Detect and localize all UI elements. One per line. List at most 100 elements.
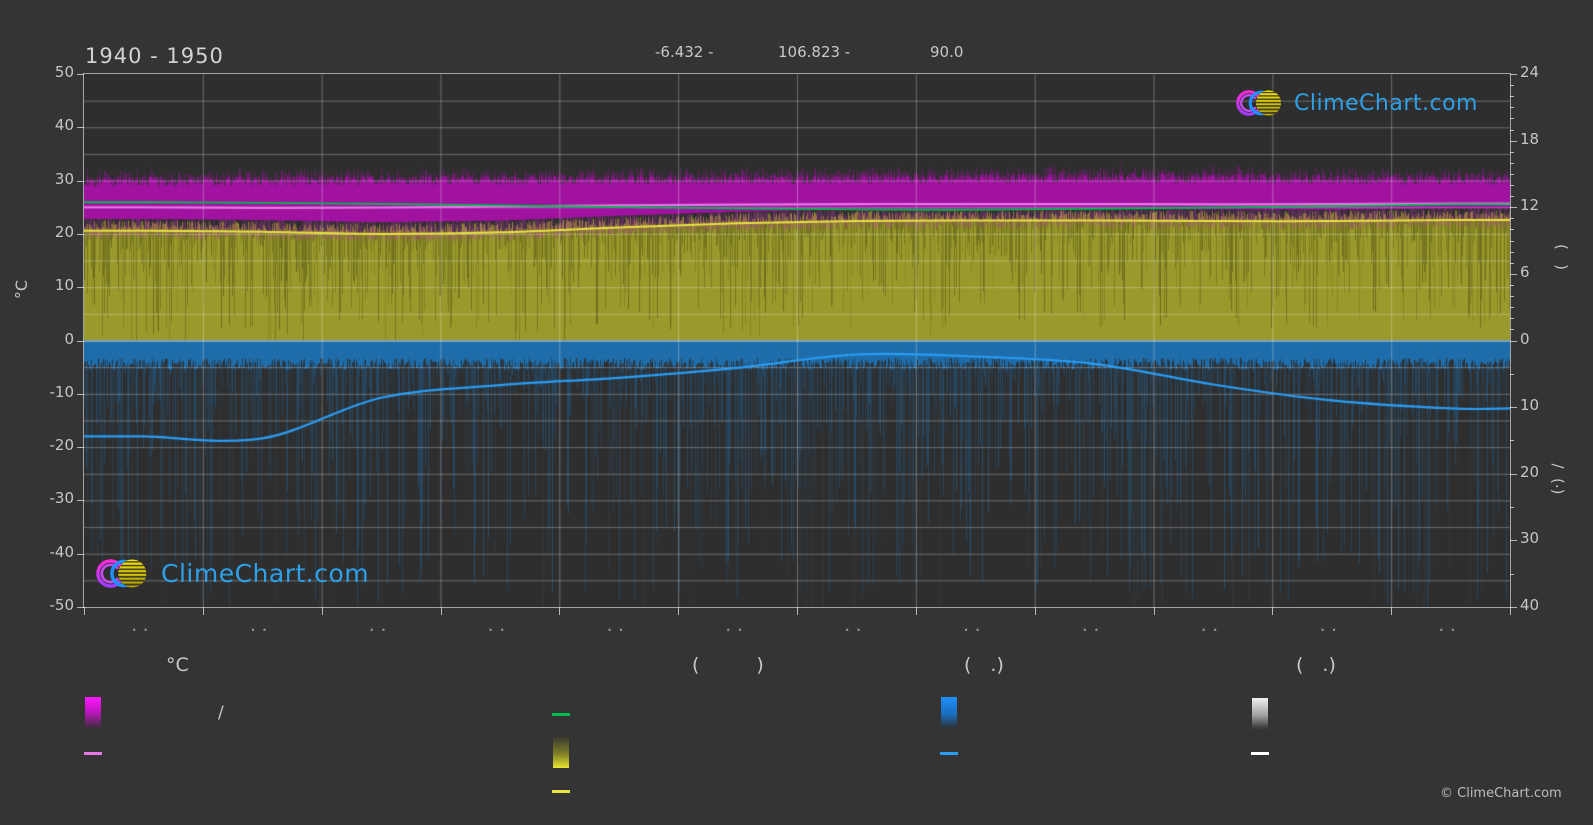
x-axis-month-label: .. [1082, 620, 1106, 634]
bottom-axis-month-tick [797, 607, 798, 615]
legend-label-max-min: / [218, 703, 224, 723]
left-axis-tick-label: 20 [54, 222, 74, 241]
right-axis-hours-tick [1510, 162, 1514, 164]
right-axis-hours-tick [1510, 96, 1514, 98]
right-axis-hours-tick [1510, 273, 1517, 275]
left-axis-tick [77, 500, 84, 502]
x-axis-month-label: .. [369, 620, 393, 634]
right-axis-mm-tick [1510, 373, 1514, 375]
right-axis-mm-tick-label: 30 [1520, 529, 1540, 548]
right-axis-hours-tick [1510, 284, 1514, 286]
right-axis-hours-tick-label: 12 [1520, 196, 1540, 215]
elevation-value: 90.0 [930, 43, 964, 61]
right-axis-hours-tick-label: 18 [1520, 129, 1540, 148]
right-axis-mm-tick [1510, 607, 1517, 608]
x-axis-month-label: .. [488, 620, 512, 634]
left-axis-tick [77, 393, 84, 395]
left-axis-tick-label: 0 [64, 329, 74, 348]
left-axis-tick-label: -20 [49, 436, 75, 455]
left-axis-tick-label: 50 [54, 63, 74, 81]
climate-chart-canvas [84, 74, 1510, 607]
bottom-axis-month-tick [1510, 607, 1511, 615]
climechart-logo-text: ClimeChart.com [1294, 90, 1478, 116]
right-axis-hours-tick [1510, 229, 1514, 231]
right-axis-mm-tick-label: 20 [1520, 462, 1540, 481]
right-axis-mm-tick [1510, 507, 1514, 509]
right-axis-hours-tick [1510, 251, 1514, 253]
bottom-axis-month-tick [1272, 607, 1274, 615]
bottom-axis-month-tick [559, 607, 561, 615]
left-axis-tick [77, 607, 84, 608]
legend-swatch-min-temp-gradient [553, 737, 569, 768]
right-axis-title-mm: (·) / [1548, 463, 1567, 495]
right-axis-hours-tick [1510, 118, 1514, 120]
bottom-axis-month-tick [678, 607, 680, 615]
right-axis-hours-tick [1510, 329, 1514, 331]
right-axis-hours-tick-label: 6 [1520, 262, 1530, 281]
legend-heading-precip-2: ( .) [1296, 654, 1336, 676]
legend-heading-temperature: °C [166, 654, 189, 676]
legend-line-snow [1251, 752, 1269, 755]
right-axis-hours-tick [1510, 318, 1514, 320]
right-axis-hours-tick [1510, 296, 1514, 298]
legend-line-daylight [552, 713, 570, 716]
left-axis-tick [77, 74, 84, 75]
right-axis-hours-tick [1510, 262, 1514, 264]
left-axis-tick-label: 40 [54, 116, 74, 135]
climechart-logo-top-right: ClimeChart.com [1236, 82, 1478, 124]
right-axis-mm-tick-label: 10 [1520, 396, 1540, 415]
left-axis-tick [77, 233, 84, 235]
right-axis-hours-tick [1510, 151, 1514, 153]
right-axis-hours-tick [1510, 307, 1514, 309]
left-axis-tick [77, 553, 84, 555]
legend-swatch-precip-gradient [941, 697, 957, 730]
left-axis-tick-label: 30 [54, 169, 74, 188]
right-axis-hours-tick-label: 24 [1520, 63, 1540, 81]
legend-line-min-temp [552, 790, 570, 793]
legend-line-precip [940, 752, 958, 755]
left-axis-tick [77, 447, 84, 449]
climechart-logo-icon [96, 559, 147, 588]
climechart-logo-icon [1236, 90, 1282, 116]
x-axis-month-label: .. [844, 620, 868, 634]
legend-line-mean-temp [84, 752, 102, 755]
right-axis-mm-tick [1510, 407, 1517, 409]
right-axis-hours-tick [1510, 196, 1514, 198]
x-axis-month-label: .. [963, 620, 987, 634]
right-axis-hours-tick [1510, 85, 1514, 87]
right-axis-hours-tick [1510, 207, 1517, 209]
right-axis-hours-tick-label: 0 [1520, 329, 1530, 348]
legend-heading-precip: ( .) [964, 654, 1004, 676]
left-axis-tick-label: -30 [49, 489, 75, 508]
left-axis-tick-label: -50 [49, 596, 75, 614]
right-axis-hours-tick [1510, 140, 1517, 142]
right-axis-title-hours: ( ) [1552, 243, 1571, 271]
x-axis-month-label: .. [607, 620, 631, 634]
left-axis-tick-label: -10 [49, 382, 75, 401]
legend-swatch-snow-gradient [1252, 698, 1268, 730]
x-axis-month-label: .. [1439, 620, 1463, 634]
bottom-axis-month-tick [202, 607, 204, 615]
latitude-value: -6.432 - [655, 43, 714, 61]
left-axis-tick [77, 127, 84, 129]
longitude-value: 106.823 - [778, 43, 851, 61]
right-axis-hours-tick [1510, 74, 1517, 75]
right-axis-hours-tick [1510, 240, 1514, 242]
copyright-text: © ClimeChart.com [1440, 786, 1562, 801]
climechart-logo-text: ClimeChart.com [161, 559, 370, 588]
right-axis-hours-tick [1510, 185, 1514, 187]
x-axis-month-label: .. [726, 620, 750, 634]
right-axis-mm-tick [1510, 440, 1514, 442]
plot-area [84, 74, 1510, 607]
right-axis-mm-tick [1510, 473, 1517, 475]
bottom-axis-month-tick [84, 607, 85, 615]
bottom-axis-month-tick [321, 607, 323, 615]
x-axis-month-label: .. [1320, 620, 1344, 634]
right-axis-hours-tick [1510, 173, 1514, 175]
bottom-axis-month-tick [1153, 607, 1155, 615]
left-axis-tick [77, 180, 84, 182]
climechart-logo-bottom-left: ClimeChart.com [96, 550, 369, 597]
bottom-axis-month-tick [1034, 607, 1036, 615]
legend-heading-hours: ( ) [692, 654, 764, 676]
